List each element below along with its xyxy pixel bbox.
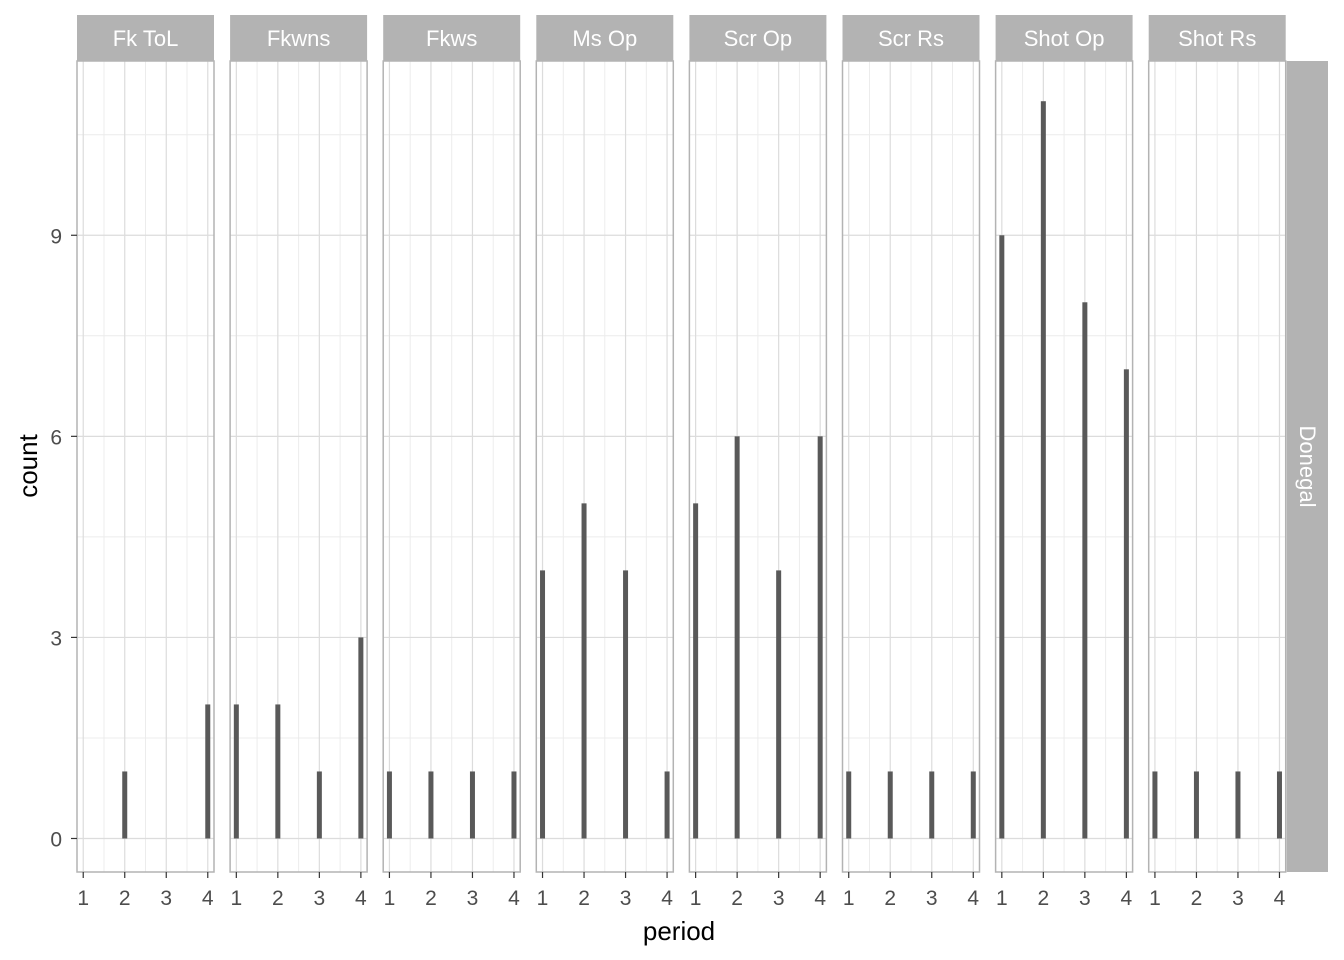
x-tick-label: 1 bbox=[1149, 887, 1161, 910]
bar bbox=[1082, 302, 1088, 839]
facet-strip-label: Fk ToL bbox=[113, 26, 179, 51]
bar bbox=[358, 637, 364, 839]
y-tick-label: 6 bbox=[50, 426, 62, 449]
facet-panel: Shot Op 1 2 3 4 bbox=[994, 15, 1134, 910]
bar bbox=[205, 704, 211, 839]
facet-strip bbox=[536, 15, 674, 61]
bar bbox=[887, 771, 893, 839]
bar bbox=[540, 570, 546, 839]
x-tick-label: 2 bbox=[272, 887, 284, 910]
x-tick-label: 3 bbox=[160, 887, 172, 910]
bar bbox=[929, 771, 935, 839]
x-tick-label: 2 bbox=[1191, 887, 1203, 910]
x-tick-label: 4 bbox=[1274, 887, 1286, 910]
facet-strip bbox=[842, 15, 980, 61]
x-tick-label: 2 bbox=[119, 887, 131, 910]
bar bbox=[1193, 771, 1199, 839]
bar bbox=[1123, 369, 1129, 839]
bar bbox=[970, 771, 976, 839]
bar bbox=[316, 771, 322, 839]
x-tick-label: 1 bbox=[843, 887, 855, 910]
x-tick-label: 2 bbox=[1037, 887, 1049, 910]
facet-panel: Fkwns 1 2 3 4 bbox=[229, 15, 368, 910]
bar bbox=[664, 771, 670, 839]
x-tick-label: 4 bbox=[355, 887, 367, 910]
facet-strip-label: Fkwns bbox=[267, 26, 331, 51]
bar bbox=[511, 771, 517, 839]
bar bbox=[469, 771, 475, 839]
facet-strip-label: Fkws bbox=[426, 26, 477, 51]
x-tick-label: 1 bbox=[537, 887, 549, 910]
x-tick-label: 1 bbox=[384, 887, 396, 910]
facet-strip-label: Shot Rs bbox=[1178, 26, 1256, 51]
facet-panel: Scr Op 1 2 3 4 bbox=[688, 15, 828, 910]
x-tick-label: 4 bbox=[1121, 887, 1133, 910]
bar bbox=[693, 503, 699, 839]
x-tick-label: 3 bbox=[926, 887, 938, 910]
x-tick-label: 3 bbox=[467, 887, 479, 910]
bar bbox=[1276, 771, 1282, 839]
row-strip: Donegal bbox=[1286, 61, 1328, 872]
facet-strip bbox=[689, 15, 827, 61]
bar bbox=[734, 436, 740, 839]
facet-strip bbox=[230, 15, 368, 61]
bar bbox=[386, 771, 392, 839]
facet-strip-label: Ms Op bbox=[572, 26, 637, 51]
bar bbox=[275, 704, 281, 839]
facet-strip-label: Scr Op bbox=[724, 26, 792, 51]
facet-strip-label: Shot Op bbox=[1024, 26, 1105, 51]
bar bbox=[233, 704, 239, 839]
x-tick-label: 4 bbox=[202, 887, 214, 910]
bar bbox=[999, 235, 1005, 839]
bar bbox=[122, 771, 128, 839]
x-tick-label: 3 bbox=[1232, 887, 1244, 910]
bar bbox=[817, 436, 823, 839]
x-axis-title: period bbox=[643, 916, 715, 946]
x-tick-label: 1 bbox=[690, 887, 702, 910]
x-tick-label: 3 bbox=[314, 887, 326, 910]
x-tick-label: 2 bbox=[578, 887, 590, 910]
facet-panel: Fkws 1 2 3 4 bbox=[382, 15, 521, 910]
y-tick-label: 3 bbox=[50, 627, 62, 650]
x-tick-label: 2 bbox=[884, 887, 896, 910]
x-tick-label: 1 bbox=[77, 887, 89, 910]
bar bbox=[623, 570, 629, 839]
x-tick-label: 2 bbox=[425, 887, 437, 910]
facet-strip-label: Scr Rs bbox=[878, 26, 944, 51]
x-tick-label: 1 bbox=[230, 887, 242, 910]
y-tick-label: 0 bbox=[50, 828, 62, 851]
bar bbox=[846, 771, 852, 839]
bar bbox=[428, 771, 434, 839]
bar bbox=[1040, 101, 1046, 839]
facet-panel: Ms Op 1 2 3 4 bbox=[535, 15, 675, 910]
x-tick-label: 4 bbox=[967, 887, 979, 910]
x-tick-label: 1 bbox=[996, 887, 1008, 910]
facet-panel: Scr Rs 1 2 3 4 bbox=[841, 15, 981, 910]
y-tick-label: 9 bbox=[50, 225, 62, 248]
x-tick-label: 4 bbox=[508, 887, 520, 910]
row-strip-background bbox=[1286, 61, 1328, 872]
x-tick-label: 3 bbox=[620, 887, 632, 910]
row-strip-label: Donegal bbox=[1295, 426, 1320, 508]
facet-panel: Fk ToL 1 2 3 4 bbox=[76, 15, 215, 910]
x-tick-label: 2 bbox=[731, 887, 743, 910]
x-tick-label: 4 bbox=[661, 887, 673, 910]
facet-panel: Shot Rs 1 2 3 4 bbox=[1147, 15, 1287, 910]
facet-strip bbox=[995, 15, 1133, 61]
y-axis-title: count bbox=[13, 433, 43, 497]
facet-strip bbox=[1148, 15, 1286, 61]
y-axis: 0 3 6 9 bbox=[50, 225, 77, 851]
facet-strip bbox=[383, 15, 521, 61]
x-tick-label: 3 bbox=[773, 887, 785, 910]
bar bbox=[581, 503, 587, 839]
bar bbox=[1152, 771, 1158, 839]
bar bbox=[776, 570, 782, 839]
bar bbox=[1235, 771, 1241, 839]
x-tick-label: 4 bbox=[814, 887, 826, 910]
x-tick-label: 3 bbox=[1079, 887, 1091, 910]
facet-strip bbox=[77, 15, 214, 61]
